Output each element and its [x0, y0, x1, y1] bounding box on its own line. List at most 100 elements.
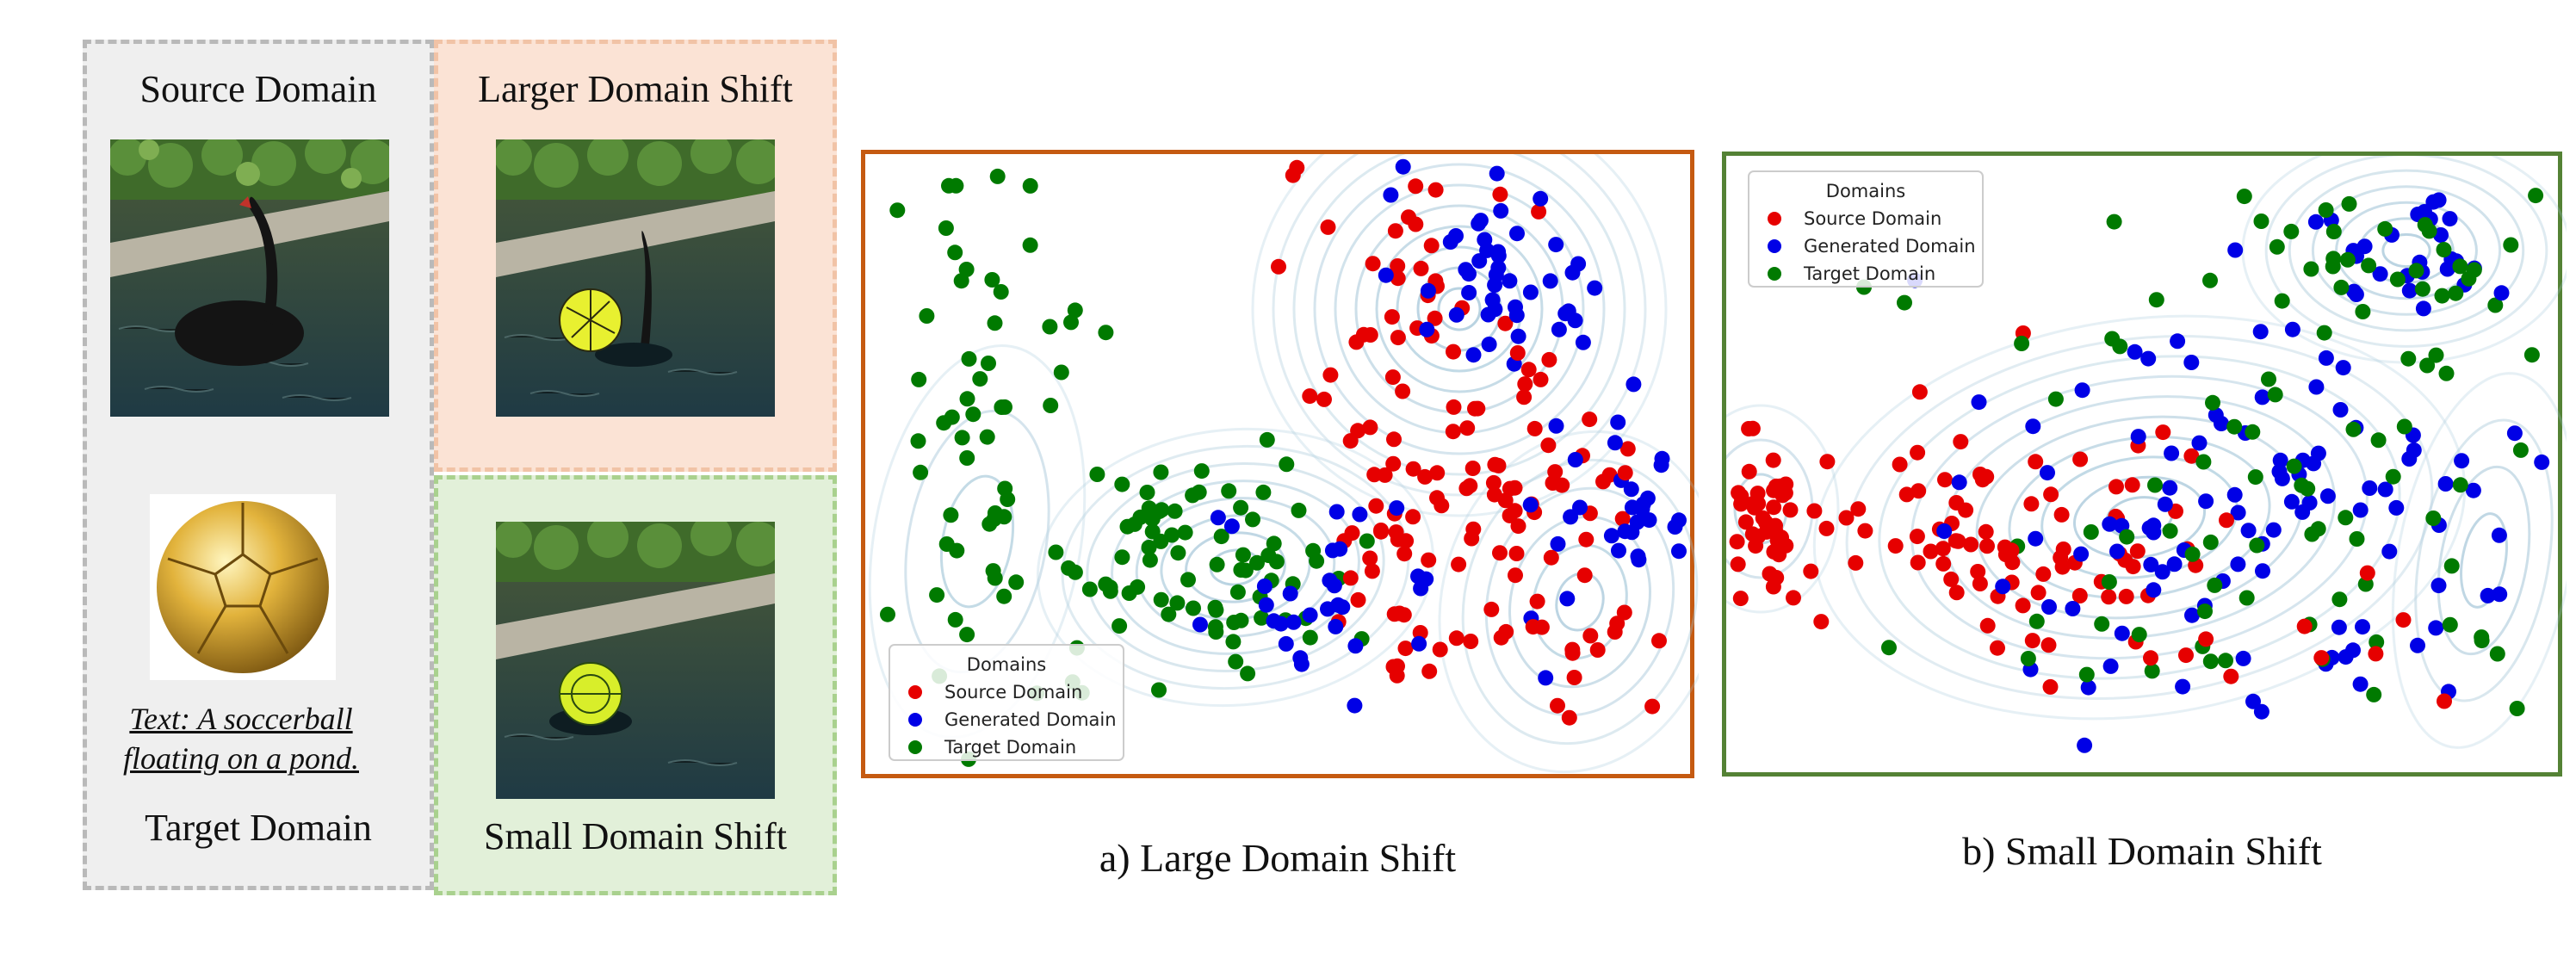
point-source: [1601, 467, 1618, 483]
point-source: [1887, 538, 1904, 554]
point-source: [1819, 454, 1836, 470]
point-generated: [2352, 502, 2369, 518]
point-target: [2341, 195, 2357, 212]
caption-large-domain-shift: a) Large Domain Shift: [1099, 836, 1457, 880]
point-source: [1850, 501, 1867, 517]
point-target: [889, 202, 906, 219]
point-generated: [2355, 619, 2370, 635]
point-target: [913, 464, 929, 480]
point-target: [1207, 599, 1223, 616]
point-target: [2247, 469, 2263, 486]
point-target: [1022, 237, 1038, 253]
point-source: [1362, 327, 1378, 343]
contour-line: [1437, 287, 1482, 331]
point-source: [1364, 563, 1380, 579]
point-source: [2368, 646, 2384, 662]
point-source: [1529, 593, 1545, 610]
point-source: [1387, 223, 1403, 239]
point-generated: [1395, 158, 1411, 175]
point-target: [2474, 633, 2490, 649]
point-generated: [1352, 506, 1368, 523]
contour-line: [1461, 458, 1699, 746]
target-domain-title: Target Domain: [145, 807, 372, 849]
point-generated: [1347, 697, 1363, 714]
point-target: [2148, 292, 2164, 308]
point-target: [994, 399, 1010, 415]
point-target: [1279, 456, 1295, 473]
point-target: [1102, 579, 1118, 596]
point-target: [2436, 242, 2452, 257]
point-generated: [2077, 737, 2093, 753]
point-target: [1048, 544, 1064, 560]
point-source: [1651, 633, 1667, 649]
point-target: [2239, 590, 2255, 606]
point-target: [981, 516, 998, 532]
point-target: [1225, 634, 1242, 650]
point-generated: [2430, 578, 2447, 594]
point-target: [2461, 270, 2477, 287]
point-target: [2528, 188, 2544, 204]
point-generated: [1563, 509, 1579, 525]
point-source: [1748, 538, 1764, 554]
point-generated: [2127, 343, 2143, 360]
point-generated: [1418, 571, 1434, 587]
point-generated: [2284, 321, 2300, 337]
point-generated: [1490, 260, 1507, 276]
point-generated: [1324, 542, 1341, 559]
point-source: [1950, 533, 1966, 549]
point-generated: [2352, 676, 2369, 692]
point-generated: [1223, 518, 1240, 535]
point-source: [1386, 431, 1402, 448]
point-generated: [2183, 355, 2200, 370]
point-generated: [2506, 425, 2523, 442]
point-source: [1737, 514, 1754, 530]
point-target: [1042, 319, 1058, 335]
point-generated: [2437, 476, 2454, 492]
point-source: [1465, 521, 1482, 537]
legend-frame: [889, 644, 1124, 761]
point-generated: [2442, 211, 2458, 227]
point-generated: [2372, 266, 2388, 282]
point-source: [1396, 546, 1413, 562]
point-target: [2389, 271, 2406, 288]
point-source: [1434, 498, 1450, 514]
point-source: [1561, 709, 1577, 726]
point-generated: [1611, 542, 1626, 559]
point-source: [1493, 629, 1509, 646]
point-target: [919, 308, 935, 324]
point-source: [1970, 564, 1986, 579]
point-generated: [1654, 450, 1670, 467]
contour-line: [2437, 465, 2531, 656]
point-source: [2223, 668, 2239, 684]
point-source: [1564, 641, 1581, 658]
point-target: [1213, 529, 1229, 545]
point-target: [2236, 189, 2252, 205]
legend-label: Source Domain: [1804, 208, 1941, 229]
point-target: [2119, 529, 2135, 545]
point-target: [2294, 477, 2310, 493]
point-target: [2425, 511, 2442, 526]
point-target: [910, 433, 926, 449]
point-source: [1972, 467, 1988, 482]
point-generated: [2388, 499, 2405, 516]
point-target: [2325, 258, 2341, 275]
point-target: [1228, 653, 1244, 670]
point-source: [1741, 463, 1757, 480]
point-generated: [1548, 418, 1564, 434]
point-generated: [2230, 556, 2246, 572]
point-source: [1462, 478, 1478, 494]
legend-frame: [1748, 170, 1984, 288]
point-target: [2355, 304, 2371, 319]
contour-line: [2460, 512, 2508, 609]
point-target: [2202, 534, 2219, 550]
point-target: [961, 350, 977, 367]
point-source: [1483, 601, 1500, 617]
point-generated: [2198, 493, 2214, 510]
point-generated: [2227, 242, 2244, 258]
contour-line: [1036, 427, 1435, 708]
point-source: [1397, 640, 1414, 657]
point-target: [1240, 665, 1256, 682]
point-generated: [1328, 504, 1345, 520]
point-source: [1316, 391, 1332, 407]
target-text-prompt: Text: A soccerball floating on a pond.: [86, 699, 396, 778]
